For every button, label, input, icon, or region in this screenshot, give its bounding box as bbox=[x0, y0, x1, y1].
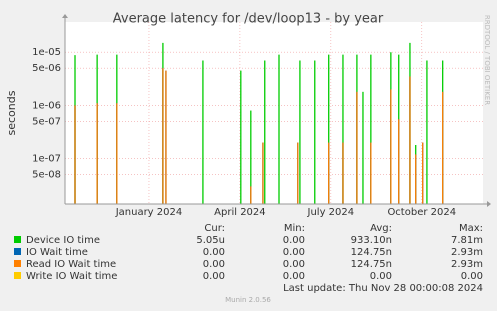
plot-area bbox=[65, 22, 483, 204]
legend-entry: Write IO Wait time bbox=[26, 271, 117, 282]
legend-stat: 0.00 bbox=[283, 235, 305, 246]
x-tick-label: April 2024 bbox=[214, 207, 265, 218]
side-text: RRDTOOL / TOBI OETIKER bbox=[483, 15, 491, 105]
legend-stat: 0.00 bbox=[370, 271, 392, 282]
y-axis-arrow bbox=[62, 14, 68, 18]
y-tick-label: 1e-07 bbox=[32, 154, 61, 165]
legend-stat: 0.00 bbox=[203, 271, 225, 282]
chart-title: Average latency for /dev/loop13 - by yea… bbox=[113, 12, 384, 27]
legend-stat: 0.00 bbox=[283, 247, 305, 258]
legend-stat: 5.05u bbox=[196, 235, 225, 246]
legend-header: Min: bbox=[284, 223, 305, 234]
y-tick-label: 5e-06 bbox=[32, 63, 61, 74]
legend-swatch bbox=[14, 248, 21, 255]
legend-stat: 0.00 bbox=[203, 247, 225, 258]
y-tick-label: 5e-08 bbox=[32, 170, 61, 181]
legend-stat: 124.75n bbox=[351, 247, 392, 258]
legend-header: Avg: bbox=[370, 223, 392, 234]
legend-stat: 2.93m bbox=[451, 259, 483, 270]
x-tick-label: January 2024 bbox=[115, 207, 183, 218]
legend-swatch bbox=[14, 260, 21, 267]
last-update: Last update: Thu Nov 28 00:00:08 2024 bbox=[283, 283, 483, 294]
legend-entry: Device IO time bbox=[26, 235, 100, 246]
legend-swatch bbox=[14, 272, 21, 279]
legend-stat: 7.81m bbox=[451, 235, 483, 246]
footer: Munin 2.0.56 bbox=[225, 296, 271, 304]
legend-stat: 124.75n bbox=[351, 259, 392, 270]
y-tick-label: 5e-07 bbox=[32, 116, 61, 127]
x-tick-label: July 2024 bbox=[307, 207, 355, 218]
x-tick-label: October 2024 bbox=[387, 207, 456, 218]
y-tick-label: 1e-05 bbox=[32, 47, 61, 58]
legend-swatch bbox=[14, 236, 21, 243]
y-axis-label: seconds bbox=[5, 90, 18, 135]
y-tick-label: 1e-06 bbox=[32, 100, 61, 111]
legend-entry: Read IO Wait time bbox=[26, 259, 116, 270]
x-axis-arrow bbox=[487, 201, 491, 207]
legend-stat: 0.00 bbox=[283, 271, 305, 282]
legend-header: Cur: bbox=[204, 223, 225, 234]
legend-stat: 0.00 bbox=[283, 259, 305, 270]
legend-stat: 0.00 bbox=[203, 259, 225, 270]
legend-header: Max: bbox=[459, 223, 483, 234]
legend-stat: 0.00 bbox=[461, 271, 483, 282]
legend-stat: 933.10n bbox=[351, 235, 392, 246]
legend-entry: IO Wait time bbox=[26, 247, 88, 258]
legend-stat: 2.93m bbox=[451, 247, 483, 258]
